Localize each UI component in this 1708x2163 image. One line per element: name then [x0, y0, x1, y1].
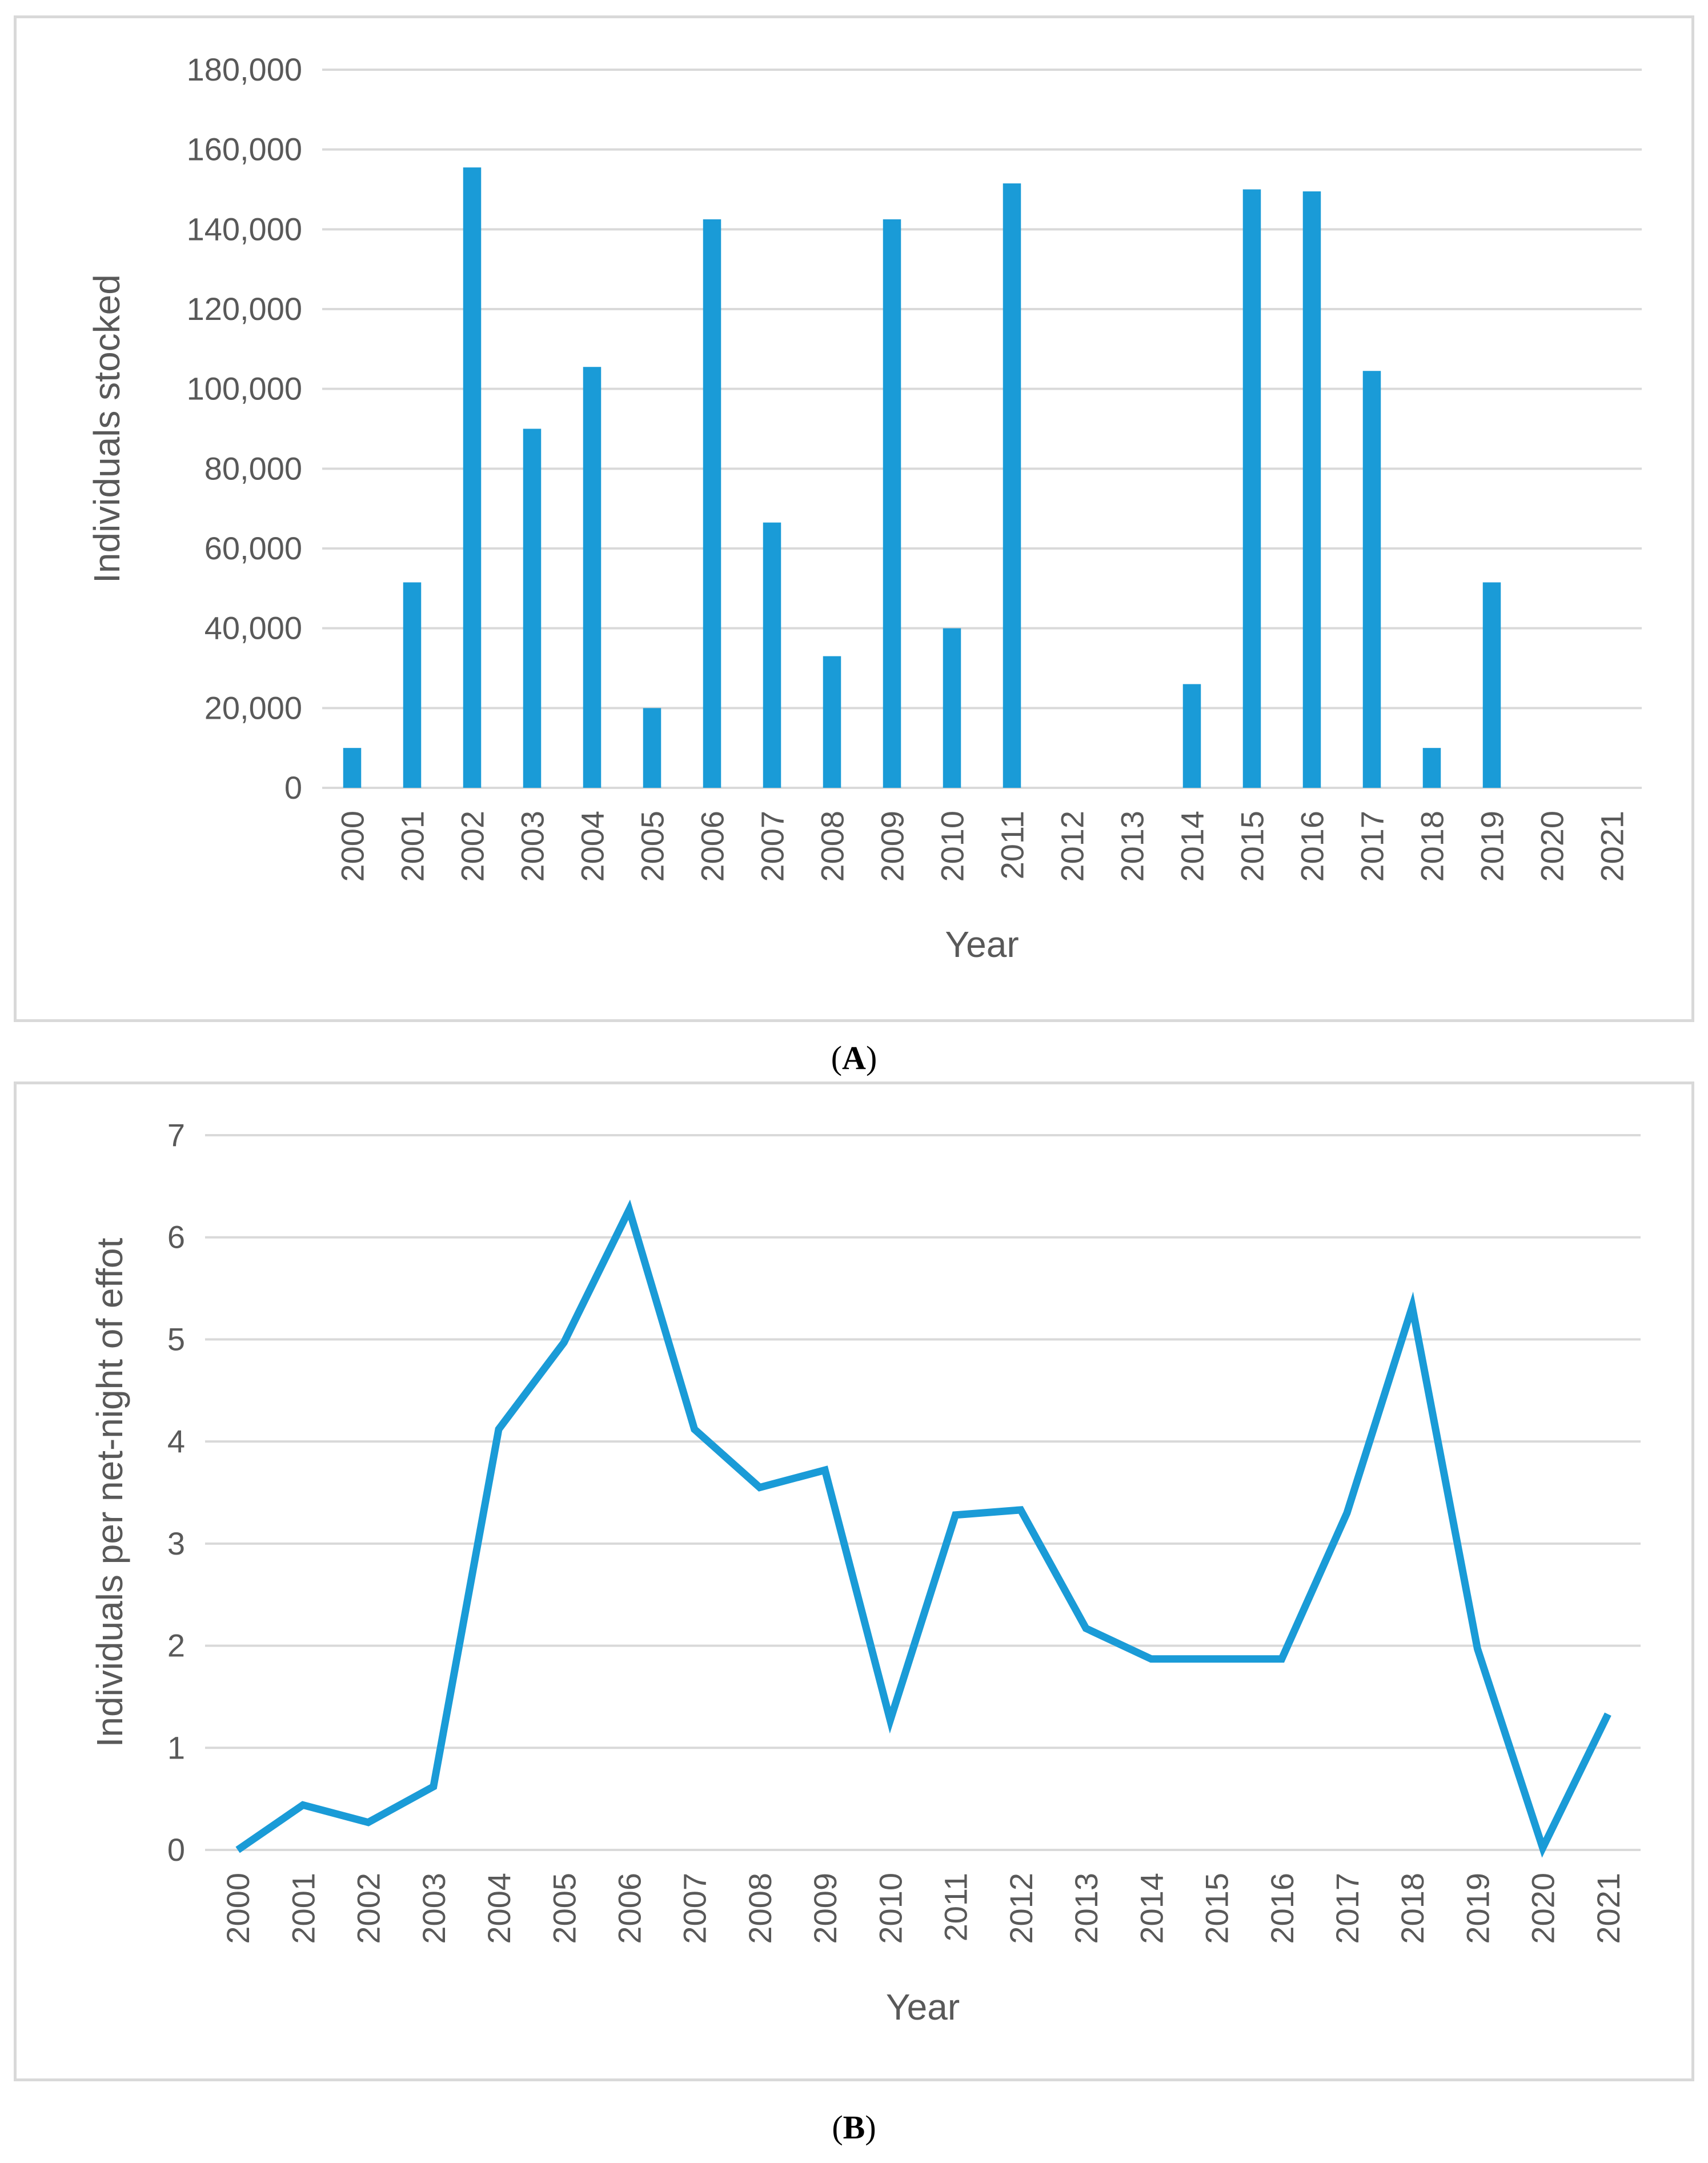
x-tick-label: 2021	[1594, 811, 1630, 882]
caption-a: (A)	[831, 1039, 877, 1076]
caption-b-letter: B	[843, 2109, 865, 2146]
x-tick-label: 2011	[995, 811, 1031, 879]
bar	[823, 656, 841, 788]
x-tick-label: 2007	[755, 811, 791, 882]
x-tick-label: 2003	[515, 811, 551, 882]
y-tick-label: 2	[167, 1628, 185, 1664]
y-tick-label: 6	[167, 1219, 185, 1255]
chart-panel-a: 0 20,000 40,000 60,000 80,000 100,000 120,000 1…	[14, 15, 1694, 1022]
y-axis-title: Individuals per net-night of effot	[89, 1237, 130, 1747]
bar	[943, 628, 961, 788]
x-tick-label: 2004	[481, 1873, 517, 1944]
bar	[523, 428, 542, 788]
x-tick-label: 2012	[1055, 811, 1090, 882]
y-tick-label: 0	[167, 1832, 185, 1868]
x-tick-label: 2010	[935, 811, 971, 882]
y-tick-label: 140,000	[187, 211, 302, 247]
x-tick-label: 2002	[351, 1873, 387, 1944]
x-tick-label: 2021	[1590, 1873, 1626, 1944]
y-tick-label: 3	[167, 1525, 185, 1561]
bar	[643, 708, 661, 788]
x-axis-title: Year	[886, 1986, 960, 2028]
x-tick-label: 2015	[1234, 811, 1270, 882]
x-tick-label: 2011	[938, 1873, 974, 1941]
x-tick-label: 2006	[695, 811, 731, 882]
x-tick-label: 2014	[1133, 1873, 1169, 1944]
x-tick-label: 2000	[335, 811, 371, 882]
y-tick-label: 40,000	[205, 610, 302, 646]
x-tick-label: 2017	[1354, 811, 1390, 882]
bar	[463, 167, 482, 788]
x-tick-label: 2005	[546, 1873, 582, 1944]
x-tick-label: 2019	[1460, 1873, 1495, 1944]
y-tick-label: 20,000	[205, 690, 302, 726]
bar	[1482, 582, 1501, 788]
x-tick-label: 2012	[1003, 1873, 1039, 1944]
x-axis-title: Year	[945, 924, 1019, 965]
x-tick-label: 2013	[1068, 1873, 1104, 1944]
bar	[403, 582, 422, 788]
bar	[883, 219, 901, 788]
y-tick-label: 160,000	[187, 131, 302, 167]
x-tick-label: 2015	[1199, 1873, 1235, 1944]
y-axis-title: Individuals stocked	[86, 274, 127, 583]
bar	[703, 219, 721, 788]
chart-panel-b: 0 1 2 3 4 5 6 7 2000 2001 2002 2003 2004 2005 2006 2007…	[14, 1082, 1694, 2081]
y-tick-label: 80,000	[205, 450, 302, 486]
x-tick-label: 2001	[285, 1873, 321, 1944]
y-tick-label: 7	[167, 1117, 185, 1153]
bar-chart-individuals-stocked: 0 20,000 40,000 60,000 80,000 100,000 120,000 1…	[86, 51, 1642, 965]
x-tick-label: 2016	[1294, 811, 1330, 882]
bar	[1003, 183, 1021, 788]
x-tick-label: 2002	[455, 811, 491, 882]
x-tick-label: 2008	[815, 811, 851, 882]
y-tick-label: 180,000	[187, 51, 302, 87]
y-tick-label: 60,000	[205, 530, 302, 566]
x-tick-label: 2013	[1114, 811, 1150, 882]
y-tick-label: 5	[167, 1321, 185, 1357]
data-line	[235, 1199, 1611, 1858]
x-tick-label: 2020	[1525, 1873, 1561, 1944]
y-tick-label: 120,000	[187, 291, 302, 327]
x-tick-label: 2009	[875, 811, 911, 882]
bar	[1242, 189, 1261, 788]
bar	[1302, 191, 1321, 788]
x-tick-label: 2020	[1534, 811, 1570, 882]
bar	[1182, 684, 1201, 788]
caption-a-letter: A	[842, 1039, 866, 1076]
x-tick-label: 2003	[416, 1873, 452, 1944]
x-tick-label: 2000	[220, 1873, 256, 1944]
bar	[1422, 748, 1441, 788]
x-tick-label: 2014	[1174, 811, 1210, 882]
y-tick-label: 0	[284, 770, 302, 806]
x-tick-label: 2016	[1264, 1873, 1300, 1944]
x-tick-label: 2009	[807, 1873, 843, 1944]
x-tick-label: 2018	[1394, 1873, 1430, 1944]
y-tick-label: 1	[167, 1729, 185, 1765]
y-tick-label: 100,000	[187, 371, 302, 407]
bar	[1362, 371, 1381, 788]
caption-b: (B)	[832, 2109, 876, 2146]
x-tick-label: 2006	[611, 1873, 647, 1944]
bar	[343, 748, 362, 788]
bar	[583, 367, 602, 788]
x-tick-label: 2010	[872, 1873, 908, 1944]
x-tick-label: 2005	[635, 811, 671, 882]
line-chart-individuals-per-net-night: 0 1 2 3 4 5 6 7 2000 2001 2002 2003 2004 2005 2006 2007…	[89, 1117, 1641, 2028]
x-tick-label: 2004	[575, 811, 611, 882]
x-tick-label: 2001	[395, 811, 431, 882]
x-tick-label: 2018	[1414, 811, 1450, 882]
x-tick-label: 2007	[677, 1873, 713, 1944]
x-tick-label: 2017	[1329, 1873, 1365, 1944]
x-tick-label: 2019	[1474, 811, 1510, 882]
y-tick-label: 4	[167, 1423, 185, 1459]
bar	[763, 522, 781, 788]
x-tick-label: 2008	[742, 1873, 778, 1944]
